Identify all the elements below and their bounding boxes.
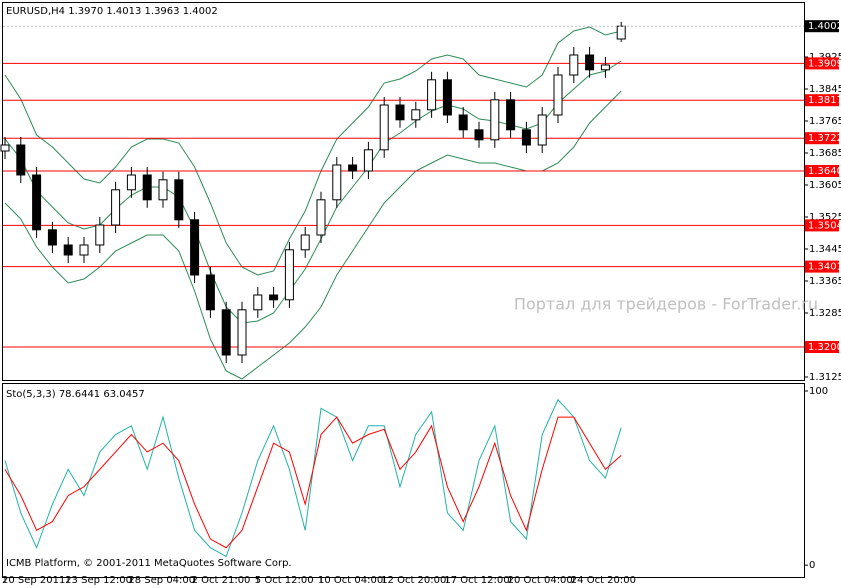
- candle-body: [0, 144, 10, 152]
- candle-body: [284, 249, 294, 301]
- x-tick-label: 10 Oct 04:00: [318, 575, 383, 586]
- y-tick-label: 1.3765: [809, 116, 841, 127]
- candle-body: [63, 244, 73, 256]
- stochastic-panel: [2, 383, 805, 578]
- candle-body: [300, 234, 310, 251]
- x-tick-label: 20 Oct 04:00: [508, 575, 573, 586]
- y-tick-label: 1.3525: [809, 212, 841, 223]
- y-tick-label: 1.3125: [809, 372, 841, 383]
- candle-body: [458, 114, 468, 131]
- candle-body: [237, 309, 247, 356]
- candle-body: [269, 294, 279, 301]
- x-tick-label: 24 Oct 20:00: [571, 575, 636, 586]
- candle-body: [16, 144, 26, 176]
- level-label: 1.3200: [808, 342, 841, 353]
- candle-body: [395, 104, 405, 121]
- band-line: [4, 60, 622, 324]
- candle-body: [537, 114, 547, 146]
- candle-body: [442, 79, 452, 116]
- candle-body: [205, 274, 215, 311]
- candle-body: [363, 149, 373, 172]
- candle-body: [190, 219, 200, 276]
- candle-body: [126, 174, 136, 191]
- y-tick-label: 1.3365: [809, 276, 841, 287]
- candle-body: [158, 179, 168, 201]
- copyright: ICMB Platform, © 2001-2011 MetaQuotes So…: [6, 558, 292, 569]
- y-tick-label: 1.3605: [809, 180, 841, 191]
- x-tick-label: 5 Oct 12:00: [255, 575, 314, 586]
- indicator-title: Sto(5,3,3) 78.6441 63.0457: [6, 389, 145, 400]
- candle-body: [316, 199, 326, 236]
- candle-body: [553, 74, 563, 116]
- level-label: 1.3640: [808, 166, 841, 177]
- candle-body: [411, 109, 421, 121]
- level-label: 1.3504: [808, 220, 841, 231]
- last-price-box: [805, 20, 839, 33]
- candle-body: [506, 99, 516, 131]
- candle-body: [427, 79, 437, 111]
- candle-body: [221, 309, 231, 356]
- candle-body: [32, 174, 42, 231]
- x-tick-label: 12 Oct 20:00: [381, 575, 446, 586]
- candle-body: [95, 224, 105, 246]
- candle-body: [332, 164, 342, 201]
- candle-body: [616, 25, 626, 40]
- candle-body: [47, 229, 57, 246]
- y-tick-label: 1.3285: [809, 308, 841, 319]
- watermark: Портал для трейдеров - ForTrader.ru: [514, 295, 818, 314]
- level-label: 1.3401: [808, 262, 841, 273]
- candle-body: [79, 244, 89, 256]
- level-label: 1.3909: [808, 58, 841, 69]
- y-tick-label: 1.3445: [809, 244, 841, 255]
- candle-body: [348, 164, 358, 172]
- level-label-box: [805, 165, 839, 177]
- candle-body: [174, 179, 184, 221]
- candle-body: [379, 104, 389, 151]
- x-tick-label: 17 Oct 12:00: [444, 575, 509, 586]
- chart-title: EURUSD,H4 1.3970 1.4013 1.3963 1.4002: [6, 6, 218, 17]
- level-label-box: [805, 219, 839, 232]
- candle-body: [585, 54, 595, 71]
- level-label-box: [805, 57, 839, 70]
- band-line: [4, 90, 622, 380]
- price-panel: [2, 2, 805, 381]
- x-tick-label: 23 Sep 12:00: [65, 575, 132, 586]
- x-tick-label: 2 Oct 21:00: [192, 575, 251, 586]
- candle-body: [490, 99, 500, 141]
- level-label-box: [805, 260, 839, 273]
- level-label: 1.3817: [808, 95, 841, 106]
- stochastic-line: [4, 416, 622, 549]
- candle-body: [142, 174, 152, 201]
- last-price-label: 1.4002: [808, 21, 841, 32]
- x-tick-label: 20 Sep 2011: [2, 575, 65, 586]
- level-label-box: [805, 94, 839, 107]
- x-tick-label: 28 Sep 04:00: [128, 575, 195, 586]
- candle-body: [253, 294, 263, 311]
- candle-body: [569, 54, 579, 76]
- level-label-box: [805, 132, 839, 145]
- candle-body: [600, 64, 610, 71]
- level-label-box: [805, 341, 839, 353]
- y-tick-label: 1.3685: [809, 148, 841, 159]
- candle-body: [474, 129, 484, 141]
- y-tick-label: 1.3845: [809, 84, 841, 95]
- y-tick-label: 100: [809, 386, 828, 397]
- candle-body: [521, 129, 531, 146]
- y-tick-label: 0: [809, 560, 815, 571]
- band-line: [4, 26, 622, 276]
- level-label: 1.3722: [808, 133, 841, 144]
- candle-body: [111, 189, 121, 226]
